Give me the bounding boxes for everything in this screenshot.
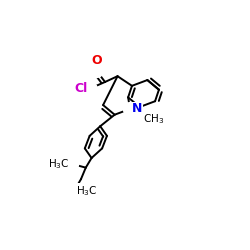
Text: N: N	[132, 102, 142, 116]
Text: CH$_3$: CH$_3$	[142, 112, 164, 126]
Text: H$_3$C: H$_3$C	[76, 184, 98, 198]
Text: Cl: Cl	[74, 82, 88, 95]
Text: O: O	[91, 54, 102, 67]
Text: H$_3$C: H$_3$C	[48, 157, 70, 171]
